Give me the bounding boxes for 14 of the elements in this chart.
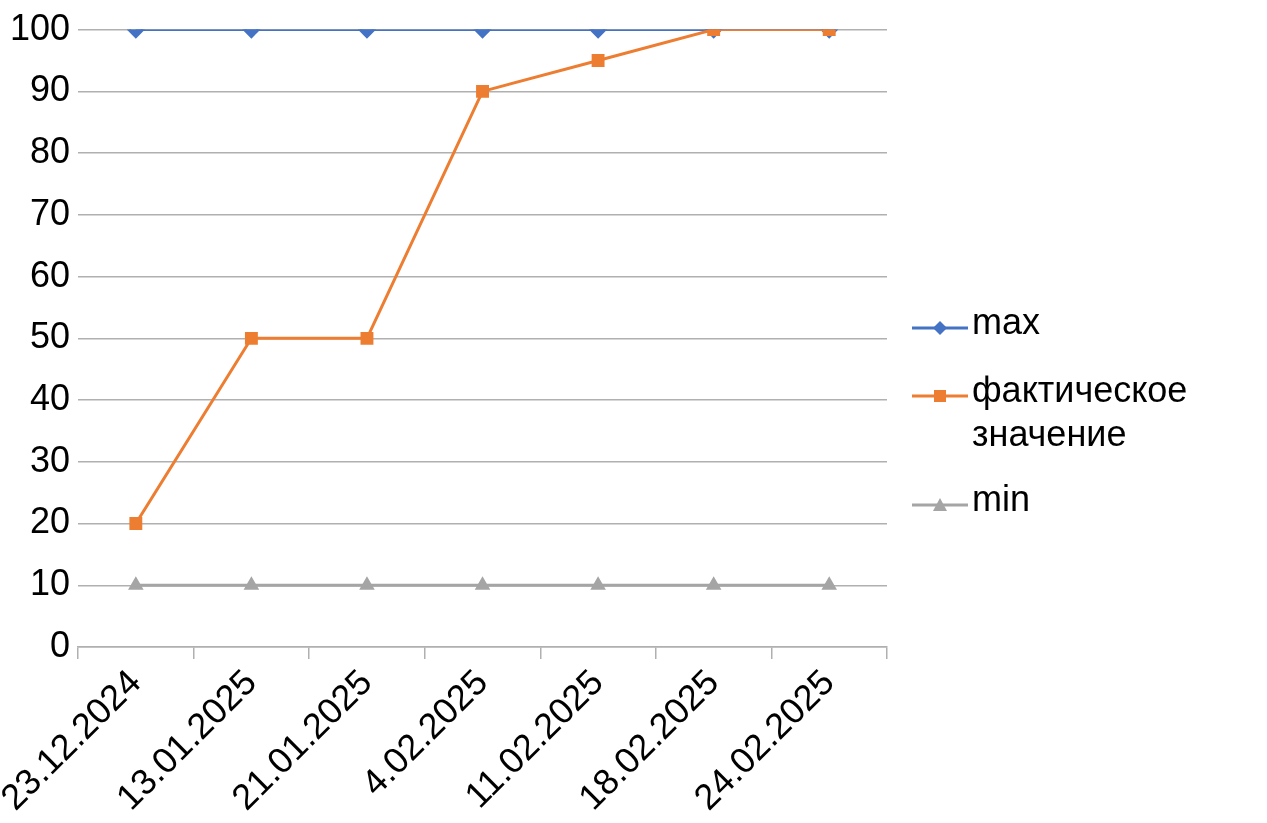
legend-label: min — [972, 476, 1031, 520]
y-tick-label: 20 — [30, 500, 71, 542]
y-tick-label: 80 — [30, 130, 71, 172]
y-tick-label: 0 — [50, 623, 71, 665]
y-tick-label: 90 — [30, 68, 71, 110]
y-tick-label: 70 — [30, 191, 71, 233]
legend-label: max — [972, 300, 1041, 344]
y-tick-label: 30 — [30, 438, 71, 480]
legend-label: фактическое значение — [972, 368, 1189, 455]
y-tick-label: 10 — [30, 562, 71, 604]
y-tick-label: 60 — [30, 253, 71, 295]
y-tick-label: 50 — [30, 315, 71, 357]
y-tick-label: 40 — [30, 376, 71, 418]
y-tick-label: 100 — [9, 6, 71, 48]
